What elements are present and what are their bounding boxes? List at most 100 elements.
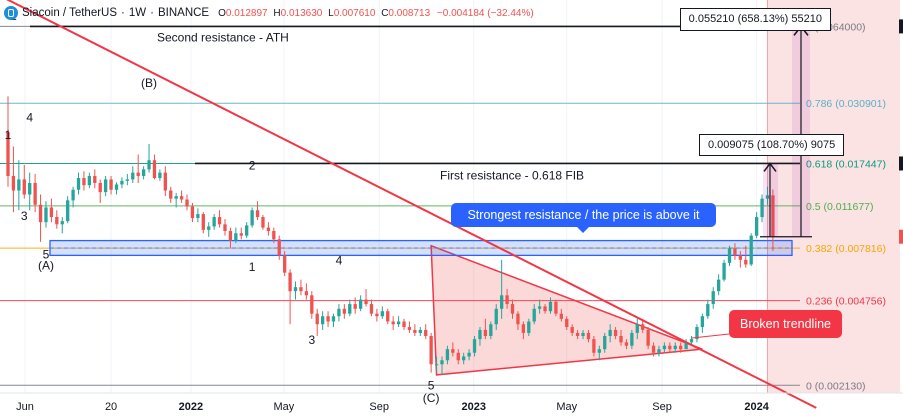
candle-body: [141, 169, 146, 176]
candle-body: [315, 313, 319, 325]
candle-body: [537, 306, 542, 309]
broken-trendline-callout: Broken trendline: [729, 310, 842, 338]
candle-body: [158, 172, 162, 179]
candle-body: [456, 352, 460, 361]
candle-body: [467, 352, 471, 357]
wave-label: 3: [308, 333, 315, 347]
wave-label: (B): [141, 76, 157, 90]
candle-body: [581, 332, 585, 336]
candle-body: [527, 321, 531, 333]
wave-label: 3: [21, 209, 28, 223]
candle-body: [603, 335, 607, 350]
candle-body: [98, 182, 102, 193]
candle-body: [369, 304, 374, 314]
candle-body: [185, 199, 189, 207]
fib-label-0.5: 0.5 (0.011677): [806, 201, 874, 213]
price-scale-bg: [900, 0, 903, 417]
time-tick-label: 20: [105, 401, 117, 413]
candle-body: [207, 226, 211, 230]
interval[interactable]: 1W: [128, 7, 147, 19]
candle-body: [613, 329, 618, 336]
candle-body: [228, 230, 233, 241]
candle-body: [277, 239, 281, 256]
candle-body: [554, 301, 558, 314]
candle-body: [163, 172, 167, 191]
candle-body: [261, 217, 265, 228]
strongest-resistance-callout: Strongest resistance / the price is abov…: [451, 203, 716, 233]
candle-body: [619, 335, 623, 343]
low-key: L: [328, 7, 334, 19]
candle-body: [592, 339, 596, 353]
time-tick-label: 2023: [462, 401, 486, 413]
candle-body: [532, 308, 536, 322]
candle-body: [679, 345, 683, 350]
candle-body: [505, 295, 509, 305]
candle-body: [451, 349, 455, 353]
candle-body: [255, 210, 260, 218]
candle-body: [391, 321, 395, 325]
candle-body: [152, 160, 157, 179]
time-tick-label: Jun: [16, 401, 34, 413]
candle-body: [71, 189, 75, 201]
candle-body: [744, 259, 748, 265]
ohlc-values: O0.012897 H0.013630 L0.007610 C0.008713 …: [215, 8, 534, 19]
fib-price-marker: [899, 156, 903, 171]
candle-body: [266, 227, 271, 231]
candle-body: [445, 349, 450, 361]
candle-body: [559, 313, 563, 319]
candle-body: [765, 195, 770, 199]
candle-body: [114, 184, 119, 190]
candle-body: [169, 190, 173, 199]
candle-body: [22, 179, 26, 195]
candle-body: [348, 304, 352, 314]
candle-body: [342, 308, 346, 314]
wave-label: 4: [336, 253, 343, 267]
candle-body: [565, 318, 569, 328]
candle-body: [407, 327, 412, 330]
candle-body: [402, 321, 406, 328]
wave-label: (C): [423, 391, 440, 405]
candle-body: [239, 233, 243, 236]
candle-body: [462, 356, 466, 361]
candle-body: [337, 308, 341, 317]
candle-body: [179, 196, 184, 200]
candle-body: [82, 178, 86, 186]
candle-body: [608, 329, 612, 336]
time-tick-label: May: [556, 401, 577, 413]
candle-body: [716, 279, 721, 292]
symbol-legend: Siacoin / TetherUS · 1W · BINANCE O0.012…: [4, 4, 534, 22]
candle-body: [174, 196, 178, 199]
candle-body: [733, 248, 737, 256]
fib-label-0.786: 0.786 (0.030901): [806, 98, 886, 110]
candle-body: [234, 233, 238, 241]
candle-body: [196, 214, 200, 219]
candle-body: [11, 175, 16, 191]
candle-body: [375, 313, 379, 317]
candle-body: [472, 339, 477, 353]
candle-body: [706, 304, 710, 317]
candle-body: [727, 248, 732, 263]
open-value: 0.012897: [225, 7, 268, 19]
candle-body: [125, 179, 130, 181]
candle-body: [657, 349, 661, 353]
downtrend-line: [6, 0, 817, 409]
triangle-pattern: [430, 244, 703, 376]
symbol-name[interactable]: Siacoin / TetherUS: [22, 7, 118, 19]
candle-body: [6, 132, 10, 176]
fib-label-0: 0 (0.002130): [806, 380, 866, 392]
high-value: 0.013630: [280, 7, 323, 19]
candle-body: [212, 217, 216, 227]
candle-body: [722, 262, 726, 280]
candle-body: [386, 311, 390, 322]
candle-body: [673, 345, 677, 350]
candle-body: [147, 160, 151, 170]
candle-body: [288, 272, 292, 292]
candle-body: [304, 291, 309, 296]
wave-label: 1: [5, 128, 12, 142]
candle-body: [749, 235, 753, 265]
candle-body: [66, 200, 70, 222]
candle-body: [223, 224, 227, 231]
candle-body: [55, 217, 59, 225]
candle-body: [49, 207, 54, 218]
candle-body: [738, 255, 743, 260]
